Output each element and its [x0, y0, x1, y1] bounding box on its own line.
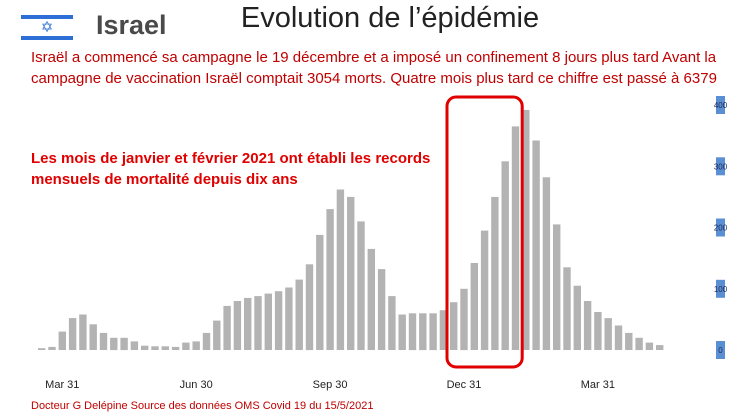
- y-tick-label-bg: [716, 157, 725, 176]
- bar: [377, 269, 386, 350]
- source-footer: Docteur G Delépine Source des données OM…: [31, 400, 374, 412]
- y-tick-label: 0: [718, 346, 723, 355]
- bar: [635, 337, 643, 351]
- bar: [388, 296, 396, 350]
- bar: [223, 305, 231, 350]
- bar: [58, 331, 66, 350]
- bar: [316, 234, 324, 350]
- bar: [305, 264, 314, 351]
- bar: [130, 341, 139, 350]
- bar: [398, 314, 406, 350]
- highlight-box: [445, 95, 524, 369]
- bar: [542, 177, 551, 350]
- y-tick-label: 200: [714, 224, 728, 233]
- x-tick-label: Mar 31: [581, 379, 615, 391]
- flag-star-icon: ✡: [40, 19, 54, 36]
- bar: [254, 296, 262, 350]
- bar: [583, 301, 592, 350]
- bar: [563, 267, 571, 350]
- bar: [274, 291, 283, 350]
- bar: [532, 140, 540, 350]
- bar: [625, 332, 633, 350]
- bar: [233, 301, 242, 350]
- bar: [68, 318, 77, 350]
- bar: [264, 293, 272, 350]
- y-tick-label-bg: [716, 279, 725, 298]
- bar: [357, 221, 365, 350]
- bar: [491, 196, 499, 350]
- bar: [182, 342, 190, 350]
- bar: [573, 285, 581, 350]
- bar: [511, 126, 520, 351]
- bar: [285, 287, 293, 350]
- x-tick-label: Mar 31: [45, 379, 79, 391]
- bar: [110, 337, 118, 351]
- bar: [336, 189, 345, 350]
- y-tick-label-bg: [716, 96, 725, 114]
- bar: [594, 312, 602, 350]
- intro-text: Israël a commencé sa campagne le 19 déce…: [31, 49, 717, 87]
- bar: [326, 209, 334, 350]
- bar: [171, 346, 180, 350]
- y-tick-label: 300: [714, 162, 728, 171]
- bar: [408, 313, 417, 351]
- country-name: Israel: [96, 10, 167, 40]
- bar: [480, 230, 489, 350]
- y-tick-label-bg: [716, 218, 725, 237]
- bar: [120, 337, 128, 351]
- bar: [501, 161, 509, 350]
- bar: [48, 346, 56, 350]
- x-tick-label: Jun 30: [180, 379, 213, 391]
- bar: [656, 345, 664, 350]
- bar: [460, 288, 468, 351]
- bar: [89, 324, 97, 350]
- bar: [439, 310, 448, 350]
- bar: [419, 313, 427, 351]
- bar: [645, 342, 654, 350]
- bar: [151, 346, 159, 350]
- bar: [161, 346, 169, 350]
- bar: [367, 248, 375, 350]
- bar: [141, 345, 149, 350]
- bar: [429, 313, 437, 351]
- bar: [38, 348, 46, 350]
- bar: [213, 320, 221, 350]
- y-tick-label: 400: [714, 101, 728, 110]
- bar: [553, 224, 561, 350]
- bar: [450, 302, 458, 350]
- bar: [347, 196, 355, 350]
- bar: [79, 314, 87, 350]
- flag-stripe-bottom: [21, 36, 73, 40]
- y-tick-label-bg: [716, 341, 725, 359]
- bar: [244, 297, 252, 350]
- bar: [522, 109, 530, 351]
- x-tick-label: Dec 31: [447, 379, 482, 391]
- bar: [604, 318, 612, 350]
- flag-stripe-top: [21, 15, 73, 19]
- y-tick-label: 100: [714, 285, 728, 294]
- bar: [99, 332, 108, 350]
- bar: [295, 279, 303, 350]
- bar: [614, 325, 623, 350]
- israel-flag: ✡: [21, 14, 73, 41]
- x-tick-label: Sep 30: [313, 379, 348, 391]
- highlight-text: Les mois de janvier et février 2021 ont …: [31, 150, 431, 188]
- bar: [192, 341, 200, 350]
- bar: [470, 263, 478, 350]
- page-title: Evolution de l’épidémie: [240, 2, 540, 34]
- bar: [202, 332, 211, 350]
